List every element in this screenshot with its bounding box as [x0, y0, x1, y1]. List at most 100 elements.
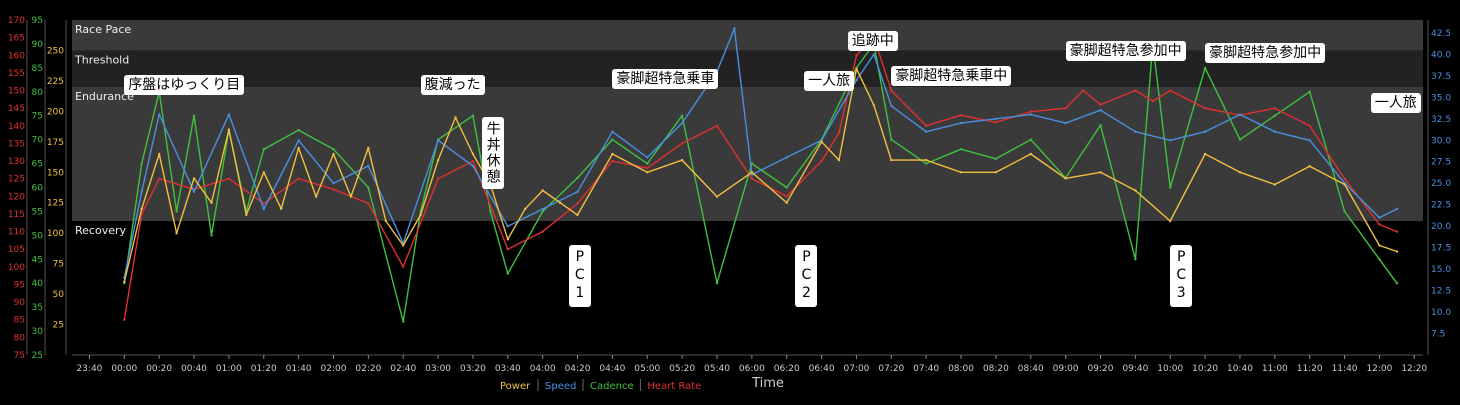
x-tick-label: 02:00: [321, 364, 347, 374]
hr-tick-label: 155: [8, 69, 25, 79]
data-point: [1343, 210, 1346, 213]
power-tick-label: 125: [47, 199, 64, 209]
data-point: [402, 244, 405, 247]
data-point: [227, 128, 231, 131]
power-tick-label: 175: [47, 138, 64, 148]
zone-label: Recovery: [75, 224, 126, 237]
data-point: [262, 207, 265, 211]
data-point: [1099, 109, 1102, 112]
data-point: [959, 171, 963, 174]
data-point: [506, 272, 509, 275]
legend-item: Power: [500, 381, 531, 392]
data-point: [1308, 90, 1311, 94]
data-point: [1134, 130, 1137, 133]
data-point: [367, 164, 370, 168]
data-point: [541, 189, 544, 192]
x-tick-label: 02:20: [355, 364, 381, 374]
x-tick-label: 06:20: [774, 364, 800, 374]
x-tick-label: 23:40: [76, 364, 102, 374]
data-point: [1378, 258, 1381, 261]
power-tick-label: 25: [53, 321, 64, 331]
cadence-tick-label: 40: [32, 279, 44, 289]
data-point: [890, 89, 893, 92]
data-point: [611, 130, 614, 133]
data-point: [837, 158, 841, 162]
data-point: [855, 67, 858, 70]
speed-tick-label: 40.0: [1431, 50, 1451, 60]
data-point: [715, 195, 719, 198]
data-point: [733, 27, 736, 30]
cadence-tick-label: 85: [32, 64, 43, 74]
data-point: [367, 146, 370, 150]
x-tick-label: 08:20: [983, 364, 1009, 374]
data-point: [1395, 250, 1399, 253]
annotation-label: PC2: [795, 245, 818, 308]
x-tick-label: 11:40: [1332, 364, 1358, 374]
speed-tick-label: 25.0: [1431, 179, 1451, 189]
data-point: [192, 177, 196, 180]
data-point: [245, 213, 248, 217]
power-tick-label: 50: [53, 290, 65, 300]
data-point: [506, 225, 509, 228]
data-point: [785, 186, 788, 189]
data-point: [925, 124, 928, 128]
power-tick-label: 100: [47, 229, 64, 239]
x-tick-label: 00:00: [111, 364, 137, 374]
data-point: [489, 210, 492, 213]
data-point: [140, 207, 143, 210]
hr-tick-label: 95: [14, 280, 25, 290]
data-point: [872, 53, 876, 56]
data-point: [436, 177, 440, 180]
speed-tick-label: 7.5: [1431, 330, 1445, 340]
data-point: [959, 148, 963, 151]
x-tick-label: 00:20: [146, 364, 172, 374]
data-point: [175, 232, 178, 235]
data-point: [994, 157, 998, 160]
data-point: [158, 177, 161, 180]
data-point: [680, 121, 684, 125]
data-point: [1099, 103, 1102, 106]
hr-tick-label: 165: [8, 34, 25, 44]
data-point: [210, 234, 213, 237]
power-tick-label: 250: [47, 46, 64, 56]
data-point: [890, 104, 893, 108]
speed-tick-label: 35.0: [1431, 93, 1451, 103]
data-point: [1081, 89, 1085, 92]
data-point: [1203, 152, 1207, 156]
data-point: [855, 54, 858, 57]
x-tick-label: 08:40: [1018, 364, 1044, 374]
x-tick-label: 10:00: [1157, 364, 1183, 374]
data-point: [872, 104, 876, 107]
hr-tick-label: 110: [8, 228, 25, 238]
data-point: [454, 116, 457, 119]
speed-tick-label: 32.5: [1431, 115, 1451, 125]
data-point: [1169, 219, 1172, 223]
cadence-tick-label: 30: [32, 327, 44, 337]
hr-tick-label: 100: [8, 263, 25, 273]
x-axis-label: Time: [751, 376, 784, 391]
data-point: [1273, 107, 1277, 110]
x-tick-label: 04:20: [565, 364, 591, 374]
data-point: [1273, 114, 1277, 117]
data-point: [349, 195, 353, 198]
data-point: [576, 190, 579, 193]
hr-tick-label: 130: [8, 157, 25, 167]
cadence-tick-label: 50: [32, 231, 44, 241]
data-point: [175, 210, 178, 213]
x-tick-label: 06:00: [739, 364, 765, 374]
data-point: [367, 202, 370, 205]
data-point: [837, 131, 841, 134]
zone-label: Threshold: [74, 53, 129, 66]
data-point: [855, 78, 858, 82]
legend-item: Speed: [545, 381, 576, 392]
data-point: [1064, 177, 1067, 180]
x-tick-label: 07:20: [878, 364, 904, 374]
annotation-label: 一人旅: [1370, 93, 1421, 114]
data-point: [123, 280, 126, 284]
x-tick-label: 09:40: [1122, 364, 1148, 374]
speed-tick-label: 20.0: [1431, 222, 1451, 232]
annotation-label: 序盤はゆっくり目: [124, 74, 245, 95]
data-point: [1099, 171, 1102, 174]
data-point: [436, 139, 440, 142]
annotation-label: 牛丼休憩: [481, 117, 504, 190]
